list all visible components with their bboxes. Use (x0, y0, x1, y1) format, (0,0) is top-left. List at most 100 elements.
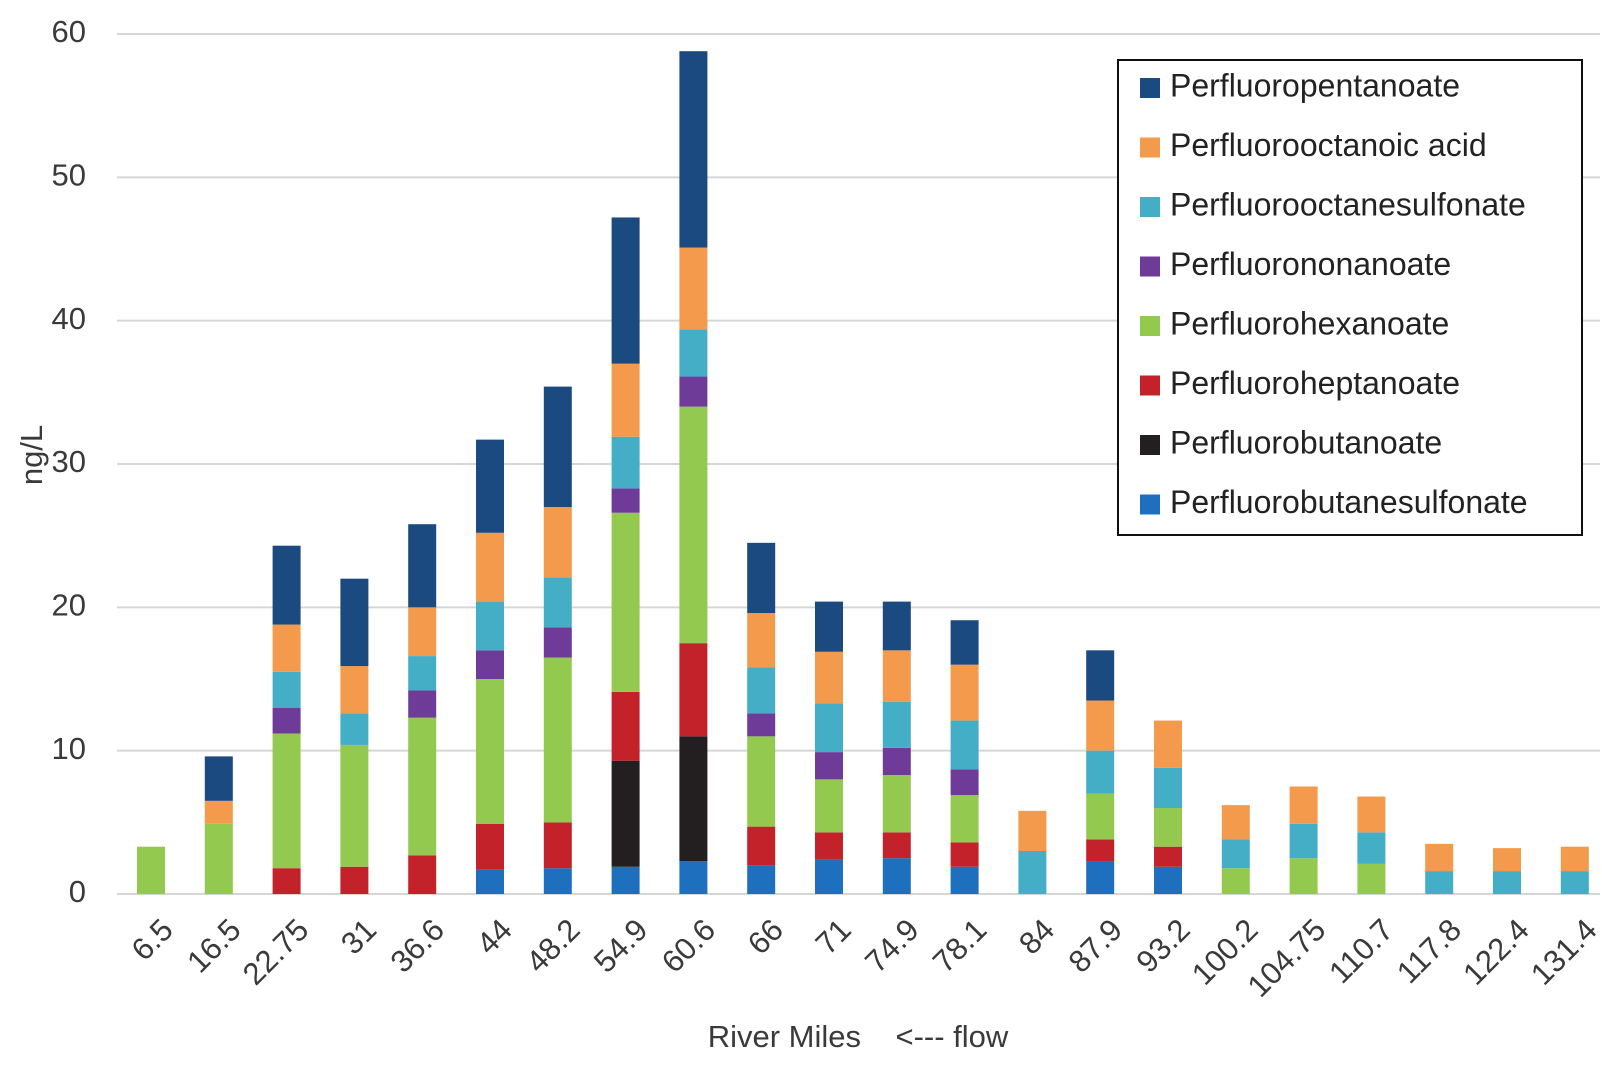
x-tick-label: 66 (741, 912, 790, 961)
bar-segment (679, 861, 708, 894)
bar-segment (340, 713, 369, 745)
bar-segment (679, 329, 708, 377)
legend-label: Perfluorobutanoate (1170, 424, 1442, 460)
bar-segment (950, 842, 979, 867)
bar-segment (815, 651, 843, 704)
x-tick-label: 60.6 (655, 912, 722, 979)
bar-segment (1086, 839, 1115, 862)
bar-segment (882, 701, 911, 748)
bar-segment (476, 532, 504, 602)
x-tick-label: 6.5 (125, 912, 180, 967)
bar-segment (1154, 808, 1182, 847)
bar-segment (1018, 851, 1047, 894)
bar-segment (950, 720, 979, 770)
bar-segment (1154, 866, 1182, 894)
bar-segment (204, 823, 233, 894)
bar-segment (1221, 839, 1250, 869)
bar-segment (1154, 720, 1182, 768)
bar-segment (272, 707, 301, 734)
bar-segment (543, 386, 572, 507)
bar-segment (1493, 848, 1521, 872)
bar-segment (476, 823, 504, 870)
bar-segment (408, 524, 437, 608)
x-tick-label: 31 (334, 912, 383, 961)
bar-segment (272, 545, 301, 625)
bar-segment (1221, 868, 1250, 894)
bar-segment (950, 620, 979, 665)
bar-segment (1357, 863, 1386, 894)
bar-segment (747, 542, 776, 614)
bar-segment (882, 747, 911, 776)
bar-segment (611, 488, 640, 513)
bar-segment (815, 703, 843, 753)
bar-segment (408, 656, 437, 691)
legend-swatch (1140, 435, 1160, 455)
bar-segment (611, 760, 640, 867)
bar-segment (950, 664, 979, 721)
y-tick-label: 0 (69, 874, 86, 909)
bar-segment (1289, 823, 1318, 859)
legend-swatch (1140, 78, 1160, 98)
bar-segment (408, 855, 437, 894)
bar-segment (882, 601, 911, 651)
bar-segment (815, 859, 843, 894)
bar-segment (543, 822, 572, 869)
bar-segment (1493, 871, 1521, 894)
bar-segment (1560, 846, 1589, 872)
x-tick-label: 71 (809, 912, 858, 961)
bar-segment (1086, 750, 1115, 794)
bar-segment (611, 512, 640, 692)
x-tick-label: 122.4 (1456, 912, 1536, 992)
bar-segment (1086, 700, 1115, 751)
bar-segment (1357, 832, 1386, 864)
bar-segment (204, 756, 233, 801)
x-tick-label: 87.9 (1062, 912, 1129, 979)
legend-swatch (1140, 256, 1160, 277)
bar-segment (679, 643, 708, 737)
x-tick-label: 54.9 (587, 912, 654, 979)
y-tick-label: 20 (52, 588, 86, 623)
bar-segment (1018, 810, 1047, 851)
bar-segment (679, 247, 708, 330)
legend-label: Perfluorooctanesulfonate (1170, 186, 1526, 222)
bar-segment (950, 795, 979, 843)
bars (137, 51, 1589, 894)
bar-segment (543, 507, 572, 578)
bar-segment (1086, 793, 1115, 840)
legend-swatch (1140, 494, 1160, 515)
bar-segment (747, 713, 776, 737)
bar-segment (1086, 861, 1115, 894)
bar-segment (1560, 871, 1589, 894)
x-tick-label: 36.6 (384, 912, 451, 979)
bar-segment (476, 601, 504, 651)
bar-segment (1425, 871, 1454, 894)
legend-swatch (1140, 137, 1160, 158)
bar-segment (272, 868, 301, 894)
x-tick-label: 22.75 (236, 912, 316, 992)
y-tick-label: 40 (52, 301, 86, 336)
x-axis-title: River Miles <--- flow (708, 1019, 1009, 1054)
bar-segment (476, 869, 504, 894)
bar-segment (543, 577, 572, 628)
x-axis-ticks: 6.5 16.522.75 31 36.6 44 48.2 54.9 60.6 66 71 74.9… (125, 912, 1602, 1004)
bar-segment (408, 690, 437, 718)
x-tick-label: 78.1 (926, 912, 993, 979)
bar-segment (611, 691, 640, 761)
bar-segment (340, 666, 369, 714)
bar-segment (679, 51, 708, 248)
legend-label: Perfluorohexanoate (1170, 305, 1449, 341)
bar-segment (1221, 805, 1250, 840)
bar-segment (1357, 796, 1386, 833)
bar-segment (1154, 767, 1182, 808)
legend-frame (1117, 59, 1583, 536)
x-tick-label: 104.75 (1241, 912, 1333, 1004)
bar-segment (1289, 786, 1318, 824)
x-tick-label: 84 (1012, 912, 1061, 961)
y-axis-ticks: 0 10 20 30 40 50 60 (52, 14, 86, 909)
bar-segment (408, 717, 437, 856)
bar-segment (408, 607, 437, 657)
legend-swatch (1140, 375, 1160, 396)
bar-segment (950, 866, 979, 894)
bar-segment (815, 752, 843, 780)
